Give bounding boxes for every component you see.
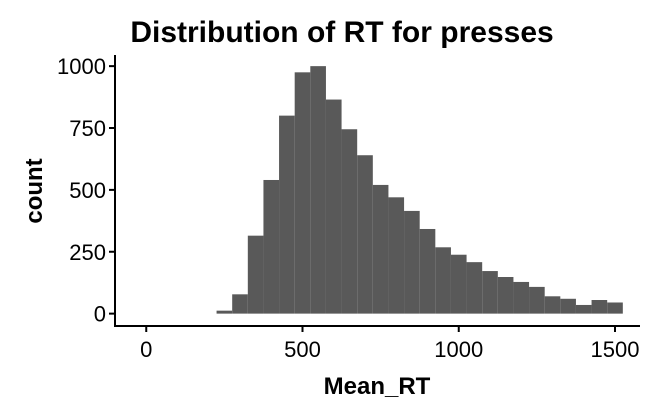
histogram-bar-12 xyxy=(404,210,420,314)
histogram-bar-5 xyxy=(294,72,311,314)
y-axis-title: count xyxy=(21,158,48,223)
histogram-bar-15 xyxy=(450,254,467,314)
x-tick-label-2: 1000 xyxy=(434,337,483,362)
histogram-bar-11 xyxy=(388,197,405,314)
x-tick-label-3: 1500 xyxy=(591,337,640,362)
histogram-bar-6 xyxy=(310,66,326,314)
histogram-bar-21 xyxy=(544,296,561,314)
histogram-bar-3 xyxy=(263,179,280,314)
y-tick-label-0: 0 xyxy=(94,302,106,327)
histogram-bar-10 xyxy=(372,184,389,314)
histogram-bar-23 xyxy=(575,304,592,314)
x-axis-ticks: 0 500 1000 1500 xyxy=(140,326,639,362)
bars xyxy=(216,66,623,314)
histogram-bar-0 xyxy=(216,310,233,314)
histogram-bar-25 xyxy=(607,302,623,314)
y-axis-ticks: 0 250 500 750 1000 xyxy=(57,54,115,327)
histogram-bar-4 xyxy=(279,115,295,314)
y-tick-label-4: 1000 xyxy=(57,54,106,79)
y-tick-label-3: 750 xyxy=(69,116,106,141)
x-tick-label-0: 0 xyxy=(140,337,152,362)
histogram-bar-19 xyxy=(513,281,530,314)
histogram-bar-14 xyxy=(435,247,451,314)
histogram-bar-17 xyxy=(482,271,498,314)
histogram-bar-13 xyxy=(419,228,436,314)
histogram-bar-18 xyxy=(497,277,514,314)
histogram-bar-2 xyxy=(247,235,264,314)
histogram-bar-8 xyxy=(341,129,358,314)
x-tick-label-1: 500 xyxy=(284,337,321,362)
x-axis-title: Mean_RT xyxy=(324,373,431,400)
chart-title: Distribution of RT for presses xyxy=(130,16,553,49)
histogram-bar-7 xyxy=(325,99,342,314)
histogram-bar-1 xyxy=(232,294,248,314)
y-tick-label-1: 250 xyxy=(69,240,106,265)
histogram-bar-9 xyxy=(357,155,373,314)
histogram-bar-24 xyxy=(591,300,608,314)
histogram-bar-20 xyxy=(529,286,545,314)
histogram-bar-22 xyxy=(560,298,576,314)
plot-area: 0 250 500 750 1000 0 500 1000 1500 xyxy=(57,54,640,362)
y-tick-label-2: 500 xyxy=(69,178,106,203)
histogram-bar-16 xyxy=(466,262,483,314)
